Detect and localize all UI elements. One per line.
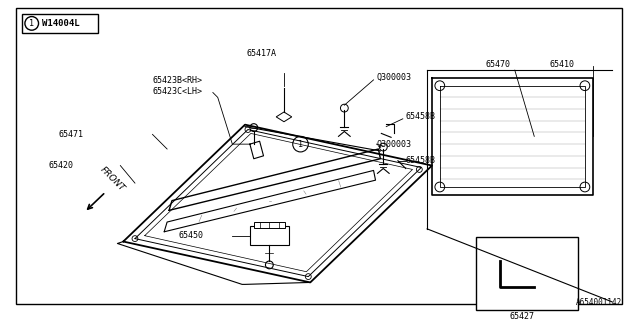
Text: Q300003: Q300003 (376, 140, 412, 148)
Text: 65458B: 65458B (406, 156, 436, 165)
Circle shape (417, 166, 422, 172)
Circle shape (132, 236, 138, 242)
Polygon shape (276, 112, 292, 122)
Text: 65423B<RH>: 65423B<RH> (152, 76, 202, 85)
Text: 65458B: 65458B (406, 112, 436, 121)
Text: FRONT: FRONT (98, 165, 126, 193)
Circle shape (305, 274, 311, 279)
Text: 65410: 65410 (550, 60, 575, 69)
Circle shape (340, 104, 348, 112)
Text: 1: 1 (298, 140, 303, 148)
Text: 65470: 65470 (486, 60, 511, 69)
Bar (254, 222, 285, 228)
Circle shape (380, 143, 387, 151)
Circle shape (250, 124, 258, 132)
Bar (250, 226, 289, 245)
Circle shape (25, 17, 38, 30)
Text: W14004L: W14004L (42, 19, 80, 28)
Text: 65427: 65427 (509, 312, 534, 320)
Circle shape (266, 261, 273, 269)
Circle shape (245, 127, 251, 132)
Text: 65450: 65450 (179, 231, 204, 240)
Text: A654001142: A654001142 (575, 298, 622, 307)
Text: 65420: 65420 (48, 161, 74, 170)
Text: Q300003: Q300003 (376, 73, 412, 83)
Circle shape (435, 182, 445, 192)
Text: 65423C<LH>: 65423C<LH> (152, 87, 202, 96)
Bar (22, 14, 98, 33)
Circle shape (580, 182, 590, 192)
Text: 65417A: 65417A (246, 49, 276, 58)
Circle shape (435, 81, 445, 91)
Circle shape (292, 136, 308, 152)
Text: 65471: 65471 (58, 130, 83, 139)
Text: 1: 1 (29, 19, 34, 28)
Bar (476, 237, 578, 310)
Circle shape (580, 81, 590, 91)
